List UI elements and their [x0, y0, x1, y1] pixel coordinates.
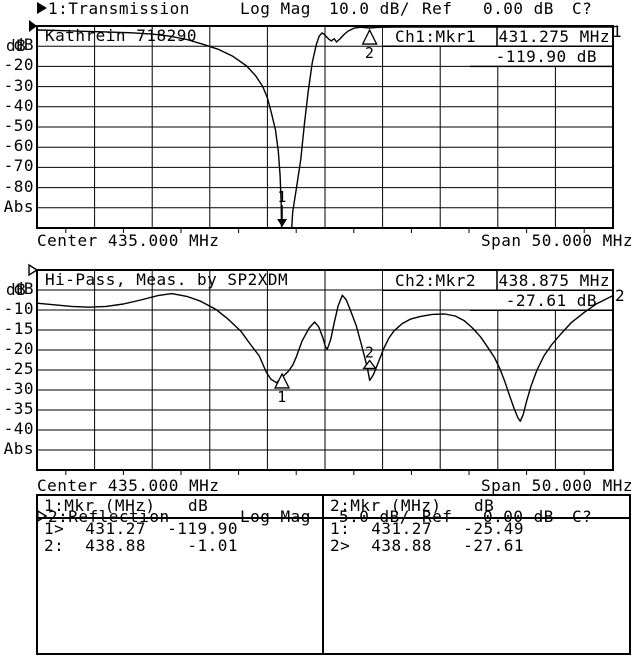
marker-flag: 2: — [44, 536, 65, 555]
trace-markers: 12 — [273, 343, 377, 406]
channel2-center-freq: Center 435.000 MHz — [37, 476, 220, 495]
channel1-unit-label: dB — [6, 36, 27, 55]
channel2-unit-label: dB — [6, 280, 27, 299]
channel1-ref-label: Ref — [422, 0, 453, 18]
marker-db: -119.90 — [167, 519, 238, 538]
channel2-ref-label: Ref — [422, 507, 453, 526]
marker-flag: 2> — [330, 536, 351, 555]
channel1-title-line: 1:Transmission Log Mag 10.0 dB/ Ref 0.00… — [0, 1, 640, 17]
channel1-active-icon — [37, 2, 47, 14]
reflection-chart: Hi-Pass, Meas. by SP2XDM Ch2:Mkr2 438.87… — [28, 263, 625, 475]
y-tick-label: -30 — [3, 75, 34, 95]
plot-border — [36, 25, 614, 229]
marker-freq: 438.88 — [85, 536, 146, 555]
marker-table-ch2-column: 2:Mkr (MHz) dB 1: 431.27 -25.49 2> 438.8… — [322, 496, 629, 653]
channel2-ref-level-icon — [28, 263, 39, 277]
channel1-span-freq: Span 50.000 MHz — [481, 231, 633, 250]
marker-readout-label: Ch1:Mkr1 — [395, 27, 476, 46]
channel2-title: 2:Reflection — [48, 507, 170, 526]
y-tick-label: -25 — [3, 359, 34, 378]
marker-readout-value: -27.61 dB — [506, 291, 597, 310]
y-tick-label: -15 — [3, 319, 34, 338]
y-tick-label: Abs — [3, 439, 34, 458]
transmission-trace — [37, 26, 613, 228]
svg-text:1: 1 — [277, 188, 287, 206]
trace2-number: 2 — [615, 286, 625, 305]
marker-freq: 431.27 — [371, 519, 432, 538]
channel2-format: Log Mag — [240, 507, 311, 526]
header-label: 2:Mkr (MHz) — [330, 496, 442, 515]
marker-table: 1:Mkr (MHz) dB 1> 431.27 -119.90 2: 438.… — [36, 494, 631, 655]
header-label: 1:Mkr (MHz) — [44, 496, 156, 515]
channel2-cal-status: C? — [572, 507, 593, 526]
y-tick-label: -40 — [3, 95, 34, 115]
channel1-cal-status: C? — [572, 0, 593, 18]
svg-text:2: 2 — [365, 343, 375, 361]
marker-freq: 438.88 — [371, 536, 432, 555]
marker-db: -25.49 — [463, 519, 524, 538]
marker-readout-freq: 431.275 MHz — [499, 27, 610, 46]
marker-readout-label: Ch2:Mkr2 — [395, 271, 476, 290]
table-row: 1: 431.27 -25.49 — [324, 519, 629, 539]
marker-readout-freq: 438.875 MHz — [499, 271, 610, 290]
plot-border — [36, 269, 614, 471]
channel1-annotation: Kathrein 718290 — [45, 26, 197, 45]
channel1-ref-value: 0.00 dB — [483, 0, 554, 18]
y-tick-label: -20 — [3, 55, 34, 75]
header-unit: dB — [188, 496, 209, 515]
y-tick-label: -60 — [3, 136, 34, 156]
trace1-number: 1 — [612, 22, 622, 41]
marker-db: -27.61 — [463, 536, 524, 555]
y-tick-label: -80 — [3, 176, 34, 196]
y-tick-label: dB — [13, 279, 34, 298]
channel1-scale: 10.0 dB/ — [329, 0, 411, 18]
table-row: 2> 438.88 -27.61 — [324, 536, 629, 556]
marker-flag: 1: — [330, 519, 351, 538]
y-tick-label: -40 — [3, 419, 34, 438]
transmission-chart: Kathrein 718290 Ch1:Mkr1 431.275 MHz -11… — [29, 20, 622, 233]
marker-table-ch1-column: 1:Mkr (MHz) dB 1> 431.27 -119.90 2: 438.… — [38, 496, 322, 653]
svg-text:1: 1 — [277, 388, 287, 406]
y-tick-label: -50 — [3, 116, 34, 135]
trace-markers: 12 — [277, 28, 378, 227]
y-tick-label: -35 — [3, 399, 34, 418]
marker-flag: 1> — [44, 519, 65, 538]
channel1-title: 1:Transmission — [48, 0, 190, 18]
channel1-center-freq: Center 435.000 MHz — [37, 231, 220, 250]
y-tick-label: -30 — [3, 379, 34, 398]
y-tick-label: dB — [13, 35, 34, 55]
y-tick-label: Abs — [3, 196, 34, 216]
marker-table-ch2-header: 2:Mkr (MHz) dB — [324, 496, 629, 519]
channel1-format: Log Mag — [240, 0, 311, 18]
marker-readout-value: -119.90 dB — [496, 47, 597, 66]
y-tick-label: -70 — [3, 156, 34, 176]
channel2-marker-readout: Ch2:Mkr2 438.875 MHz -27.61 dB — [383, 271, 613, 311]
table-row: 2: 438.88 -1.01 — [38, 536, 322, 556]
reflection-trace — [37, 292, 613, 422]
y-tick-label: -20 — [3, 339, 34, 358]
channel1-ref-level-icon — [29, 20, 37, 32]
marker-db: -1.01 — [187, 536, 238, 555]
table-row: 1> 431.27 -119.90 — [38, 519, 322, 539]
channel1-marker-readout: Ch1:Mkr1 431.275 MHz -119.90 dB — [383, 27, 613, 68]
header-unit: dB — [474, 496, 495, 515]
svg-text:2: 2 — [365, 44, 375, 62]
marker-freq: 431.27 — [85, 519, 146, 538]
y-tick-label: -10 — [3, 299, 34, 318]
channel2-ref-value: 0.00 dB — [483, 507, 554, 526]
channel2-span-freq: Span 50.000 MHz — [481, 476, 633, 495]
grid-lines — [37, 26, 613, 233]
channel2-annotation: Hi-Pass, Meas. by SP2XDM — [45, 270, 288, 289]
channel2-title-line: 2:Reflection Log Mag 5.0 dB/ Ref 0.00 dB… — [0, 255, 640, 525]
channel2-scale: 5.0 dB/ — [339, 507, 410, 526]
marker-table-ch1-header: 1:Mkr (MHz) dB — [38, 496, 322, 519]
